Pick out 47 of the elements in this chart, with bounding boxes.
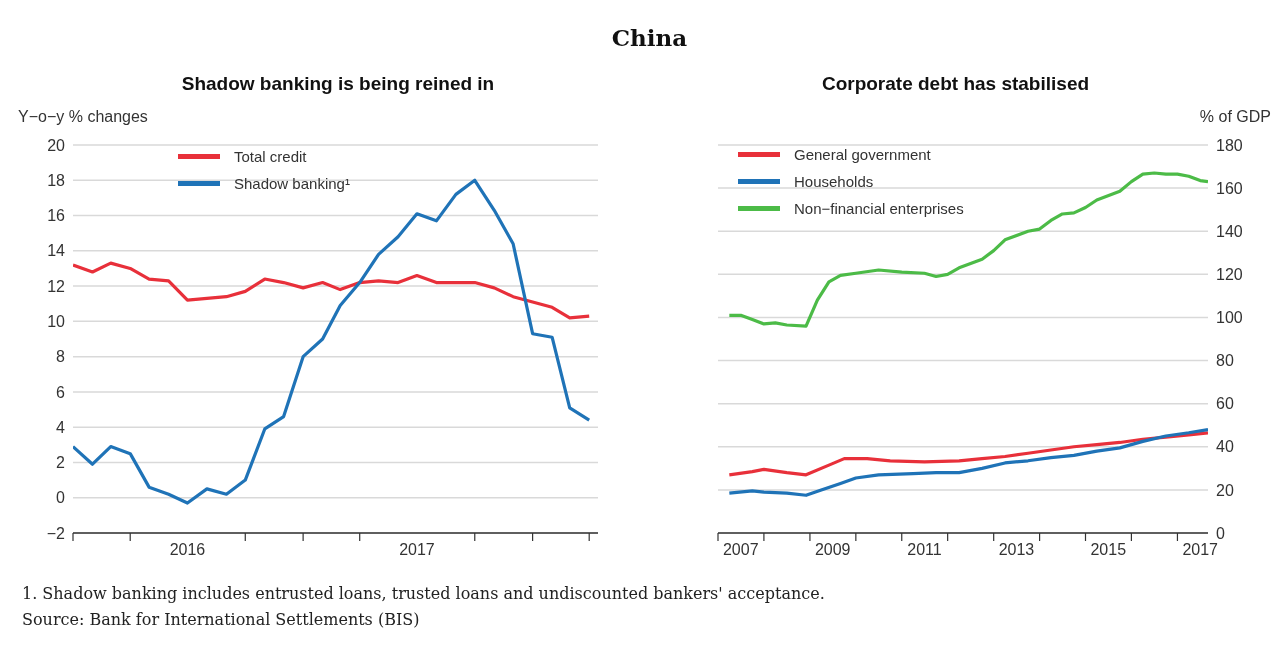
x-tick-label: 2017 xyxy=(399,541,435,558)
y2-tick-label: 60 xyxy=(1216,395,1234,413)
y2-tick-label: 140 xyxy=(1216,222,1243,240)
y-tick-label: 8 xyxy=(56,348,66,366)
x-tick-label: 2011 xyxy=(907,541,942,558)
y-tick-label: 6 xyxy=(56,383,66,401)
y2-tick-label: 100 xyxy=(1216,309,1243,327)
legend-label: Non−financial enterprises xyxy=(794,200,964,217)
line-series xyxy=(73,261,591,320)
x-tick-label: 2016 xyxy=(169,541,206,558)
y-tick-label: 14 xyxy=(47,242,66,260)
y-tick-label: 2 xyxy=(56,454,66,472)
x-tick-label: 2007 xyxy=(722,541,759,558)
x-tick-label: 2015 xyxy=(1090,541,1127,558)
line-series xyxy=(727,171,1208,328)
text: 1. Shadow banking includes entrusted loans, trusted loans and undiscounted bankers' acceptance. xyxy=(22,583,825,605)
y2-axis-title: % of GDP xyxy=(1199,108,1271,126)
y-tick-label: 16 xyxy=(47,207,66,225)
x-tick-label: 2013 xyxy=(998,541,1035,558)
chart-title: Corporate debt has stabilised xyxy=(820,73,1091,96)
x-tick-label: 2017 xyxy=(1182,541,1219,558)
y2-tick-label: 40 xyxy=(1216,438,1234,456)
source-note: Source: Bank for International Settlements (BIS) xyxy=(22,609,421,631)
y-tick-label: −2 xyxy=(46,524,66,542)
line-series xyxy=(73,178,591,505)
y-tick-label: 12 xyxy=(47,277,66,295)
y2-tick-label: 0 xyxy=(1216,524,1225,542)
legend-label: Shadow banking¹ xyxy=(234,175,350,192)
y2-tick-label: 180 xyxy=(1216,136,1243,154)
y-tick-label: 20 xyxy=(47,136,66,154)
y2-tick-label: 20 xyxy=(1216,481,1234,499)
x-tick-label: 2009 xyxy=(814,541,851,558)
chart-title: Shadow banking is being reined in xyxy=(180,73,496,96)
text: China xyxy=(610,24,689,51)
line-series xyxy=(727,431,1208,477)
y-tick-label: 0 xyxy=(56,489,66,507)
y2-tick-label: 80 xyxy=(1216,352,1234,370)
y2-tick-label: 160 xyxy=(1216,179,1243,197)
legend-label: Households xyxy=(794,173,874,190)
y2-tick-label: 120 xyxy=(1216,266,1243,284)
legend-label: General government xyxy=(794,146,931,163)
line-series xyxy=(727,427,1208,497)
y-tick-label: 10 xyxy=(47,313,66,331)
y-tick-label: 4 xyxy=(56,418,66,436)
legend-label: Total credit xyxy=(234,148,307,165)
y-axis-title: Y−o−y % changes xyxy=(18,108,148,126)
y-tick-label: 18 xyxy=(47,171,66,189)
